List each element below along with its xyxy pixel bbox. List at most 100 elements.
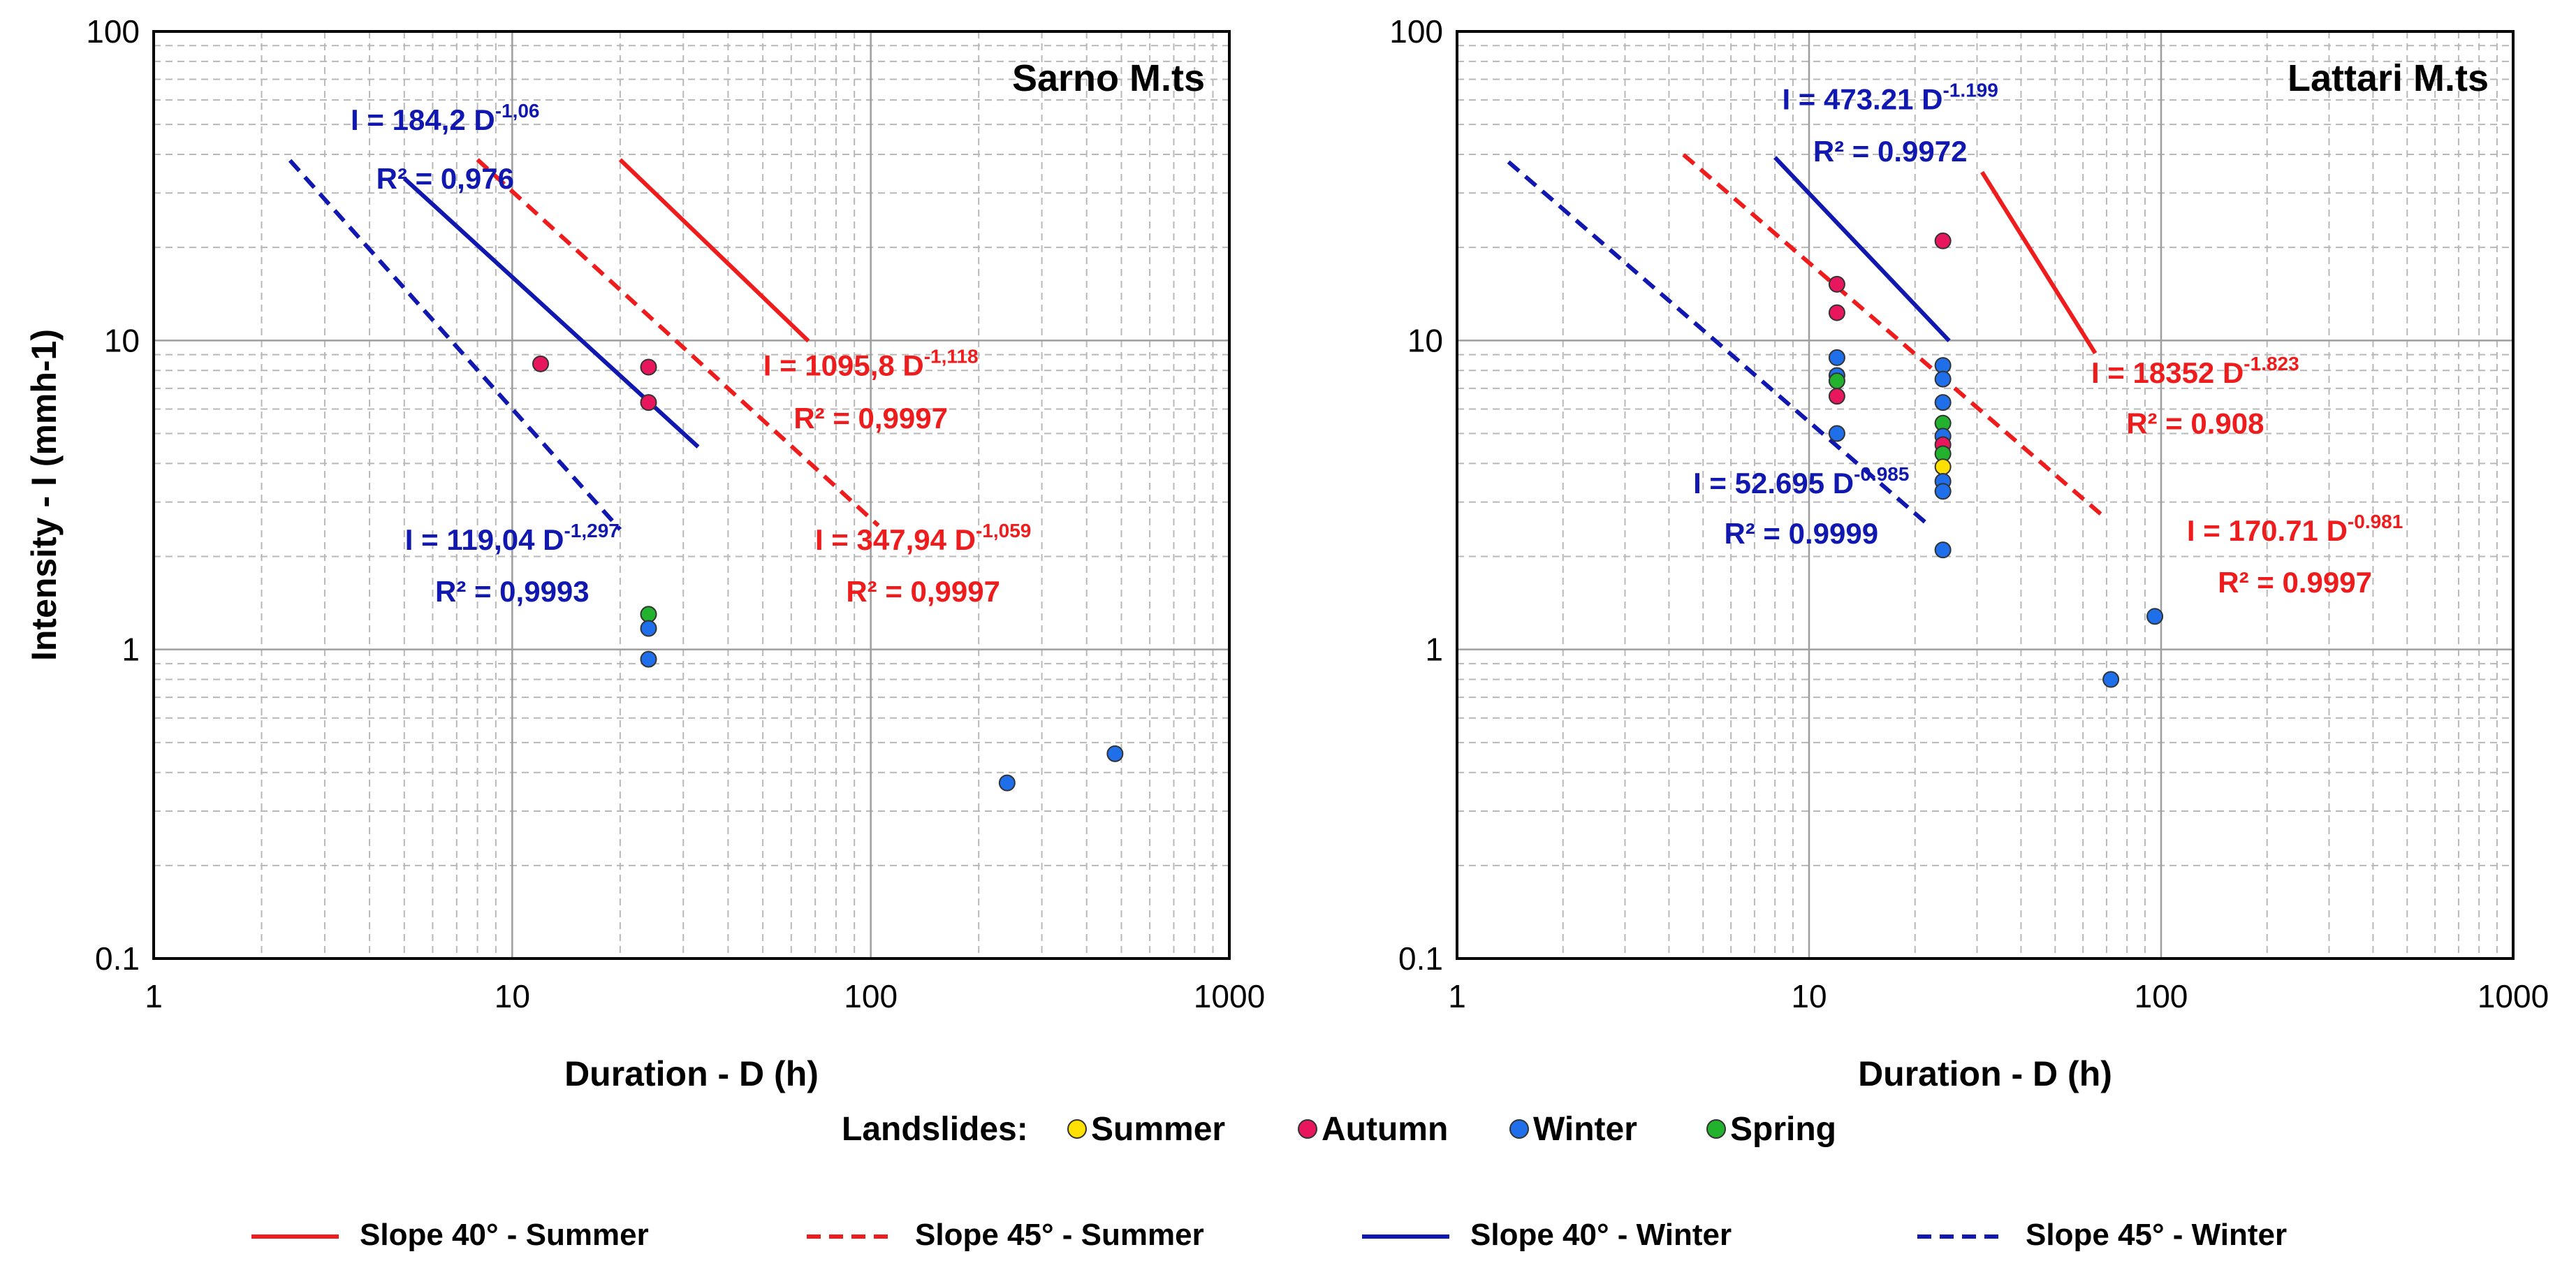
equation-label: I = 473.21 D-1.199	[1782, 79, 1998, 115]
data-point-autumn	[1828, 388, 1845, 405]
equation-base: I = 119,04 D	[405, 523, 564, 556]
equation-base: I = 18352 D	[2091, 356, 2244, 389]
x-tick-label: 1	[1448, 978, 1466, 1014]
equation-exponent: -1.823	[2244, 353, 2299, 374]
equation-exponent: -1,297	[564, 520, 619, 541]
threshold-lines	[1507, 153, 2108, 528]
x-axis-title: Duration - D (h)	[1858, 1054, 2112, 1093]
plot-frame	[152, 30, 1231, 960]
equation-label: I = 170.71 D-0.981	[2187, 511, 2403, 547]
legend-line-label: Slope 40° - Summer	[360, 1218, 649, 1252]
legend-marker-winter	[1509, 1119, 1529, 1139]
legend-title: Landslides:	[842, 1111, 1028, 1148]
data-point-autumn	[640, 394, 657, 411]
equation-label: I = 347,94 D-1,059	[815, 520, 1031, 556]
equation-label: I = 184,2 D-1,06	[351, 100, 539, 136]
x-tick-label: 1	[145, 978, 163, 1014]
x-tick-label: 1000	[1194, 978, 1265, 1014]
equation-exponent: -1,118	[924, 346, 979, 367]
legend-label: Spring	[1730, 1111, 1836, 1148]
data-point-winter	[998, 774, 1016, 792]
equation-base: I = 170.71 D	[2187, 514, 2348, 547]
y-tick-label: 1	[1425, 632, 1443, 668]
r-squared-label: R² = 0.9997	[2218, 566, 2372, 599]
data-point-autumn	[1828, 304, 1845, 321]
y-tick-label: 100	[86, 13, 140, 50]
legend-label: Winter	[1533, 1111, 1637, 1148]
y-tick-label: 10	[1407, 322, 1443, 358]
threshold-line	[1980, 170, 2098, 355]
data-point-autumn	[640, 358, 657, 376]
legend-label: Autumn	[1322, 1111, 1448, 1148]
grid	[154, 31, 1229, 959]
equation-base: I = 347,94 D	[815, 523, 976, 556]
r-squared-label: R² = 0.9999	[1724, 517, 1878, 550]
data-point-winter	[1934, 370, 1952, 388]
equation-label: I = 52.695 D-0.985	[1693, 463, 1909, 500]
threshold-line	[476, 158, 880, 527]
legend-marker-summer	[1067, 1119, 1087, 1139]
r-squared-label: R² = 0.9972	[1813, 135, 1968, 168]
equation-base: I = 184,2 D	[351, 103, 495, 136]
threshold-line	[288, 159, 622, 531]
x-tick-label: 10	[495, 978, 530, 1014]
y-tick-label: 10	[104, 322, 140, 358]
equation-base: I = 473.21 D	[1782, 82, 1942, 115]
equation-base: I = 1095,8 D	[763, 349, 924, 382]
y-tick-label: 0.1	[1398, 940, 1443, 977]
data-point-winter	[1828, 349, 1845, 366]
plot-frame	[1456, 30, 2515, 960]
legend-marker-spring	[1706, 1119, 1726, 1139]
threshold-line	[1507, 160, 1931, 528]
r-squared-label: R² = 0,9993	[435, 575, 590, 608]
x-tick-label: 1000	[2478, 978, 2549, 1014]
grid	[1457, 31, 2513, 959]
r-squared-label: R² = 0,9997	[846, 575, 1000, 608]
threshold-line	[1773, 156, 1951, 342]
equation-label: I = 18352 D-1.823	[2091, 353, 2299, 389]
equation-label: I = 1095,8 D-1,118	[763, 346, 979, 382]
panel-title: Lattari M.ts	[2288, 57, 2489, 99]
data-point-autumn	[1934, 232, 1952, 249]
threshold-line	[618, 158, 810, 343]
x-axis-title: Duration - D (h)	[564, 1054, 819, 1093]
equation-exponent: -1.199	[1942, 79, 1998, 101]
threshold-line	[1682, 153, 2108, 521]
data-point-summer	[1934, 458, 1952, 476]
data-point-winter	[1934, 394, 1952, 411]
y-axis-title: Intensity - I (mmh-1)	[24, 329, 64, 661]
legend-line-label: Slope 45° - Summer	[915, 1218, 1204, 1252]
legend-label: Summer	[1091, 1111, 1225, 1148]
data-point-winter	[2146, 608, 2164, 625]
legend-marker-autumn	[1298, 1119, 1317, 1139]
data-point-winter	[1828, 425, 1845, 442]
data-point-spring	[640, 606, 657, 623]
y-tick-label: 1	[122, 632, 140, 668]
data-points	[1828, 232, 2164, 688]
data-point-autumn	[1828, 275, 1845, 293]
r-squared-label: R² = 0,976	[376, 162, 514, 195]
threshold-lines	[288, 158, 880, 531]
y-tick-label: 100	[1389, 13, 1443, 50]
legend-lines: Slope 40° - Summer Slope 45° - Summer Slop…	[251, 1218, 2287, 1252]
data-point-winter	[640, 620, 657, 637]
equation-label: I = 119,04 D-1,297	[405, 520, 620, 556]
x-tick-label: 10	[1791, 978, 1827, 1014]
equation-exponent: -1,06	[495, 100, 540, 122]
panel-title: Sarno M.ts	[1012, 57, 1205, 99]
x-tick-label: 100	[2135, 978, 2188, 1014]
r-squared-label: R² = 0.908	[2126, 407, 2264, 439]
data-point-winter	[1934, 541, 1952, 559]
data-point-winter	[1106, 745, 1124, 762]
data-point-spring	[1828, 372, 1845, 390]
data-point-winter	[1934, 483, 1952, 500]
data-points	[532, 355, 1124, 792]
equation-exponent: -0.981	[2348, 511, 2403, 532]
r-squared-label: R² = 0,9997	[793, 402, 948, 435]
y-tick-label: 0.1	[95, 940, 140, 977]
equation-base: I = 52.695 D	[1693, 467, 1854, 500]
